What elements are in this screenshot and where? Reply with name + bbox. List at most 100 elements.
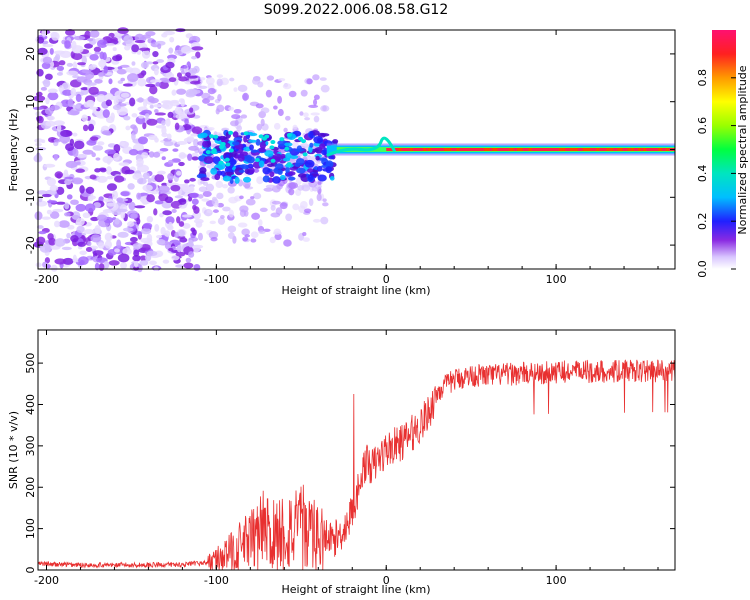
colorbar-tick-label: 0.6 [696,117,709,135]
noise-blob [141,49,151,59]
signal-blob [325,166,332,174]
noise-blob [156,239,166,245]
noise-blob [153,67,159,76]
noise-blob [43,163,56,168]
noise-blob [86,139,97,146]
noise-blob [134,40,146,44]
noise-blob [128,201,136,211]
signal-blob [247,163,254,169]
noise-blob [97,141,105,146]
signal-peak [228,148,234,153]
scatter-blob [212,209,219,213]
signal-blob [282,157,291,162]
signal-blob [203,156,214,164]
scatter-blob [263,187,274,192]
noise-blob [174,106,182,115]
noise-blob [120,191,130,197]
noise-blob [156,59,165,63]
carrier-peak [486,148,490,151]
y-tick-label: 400 [24,394,37,415]
noise-blob [116,68,127,75]
noise-blob [132,125,138,135]
scatter-blob [201,198,210,202]
noise-blob [94,78,103,84]
noise-blob [178,154,190,158]
noise-blob [49,211,60,219]
noise-blob [176,88,187,95]
scatter-blob [301,184,311,192]
noise-blob [161,100,173,104]
signal-peak [286,132,292,137]
noise-blob [110,112,115,121]
signal-peak [225,162,231,167]
noise-blob [70,199,79,205]
noise-blob [94,51,101,55]
noise-blob [87,241,92,247]
scatter-blob [265,89,273,98]
signal-blob [317,165,323,172]
signal-blob [230,159,237,165]
noise-blob [66,232,71,239]
noise-blob [189,185,195,193]
scatter-blob [255,103,264,109]
noise-blob [89,106,99,110]
noise-blob [53,50,66,55]
scatter-blob [206,95,215,101]
scatter-blob [256,123,262,131]
noise-blob [149,97,159,104]
signal-peak [261,136,267,141]
noise-blob [104,208,112,213]
scatter-blob [245,198,256,206]
noise-blob [149,85,158,95]
noise-blob [124,169,135,175]
scatter-blob [277,108,284,117]
noise-blob [161,33,168,38]
noise-blob [162,259,170,264]
signal-peak [298,136,304,141]
signal-blob [272,176,281,184]
noise-blob [171,208,177,214]
noise-blob [47,88,58,94]
noise-blob [72,61,78,70]
noise-blob [84,43,93,49]
x-tick-label: 0 [383,273,390,286]
noise-blob [47,91,59,101]
scatter-blob [319,77,327,81]
scatter-blob [228,209,235,218]
noise-blob [143,99,148,108]
noise-blob [141,152,149,159]
noise-blob [122,83,133,87]
noise-blob [182,223,191,229]
noise-blob [105,43,115,47]
colorbar: 0.0 0.2 0.4 0.6 0.8 Normalized spectral ampl… [696,30,749,278]
scatter-blob [251,212,261,220]
noise-blob [101,130,111,136]
noise-blob [165,216,175,225]
noise-blob [140,243,151,251]
noise-blob [87,197,94,202]
noise-blob [191,126,203,135]
scatter-blob [292,124,298,130]
x-tick-label: -200 [34,273,59,286]
noise-blob [136,97,145,103]
noise-blob [53,154,58,161]
noise-blob [131,44,140,53]
noise-blob [191,55,197,60]
scatter-blob [250,238,257,243]
signal-blob [285,166,290,173]
noise-blob [36,225,44,229]
scatter-blob [302,237,310,242]
noise-blob [158,81,169,90]
noise-blob [167,159,174,165]
scatter-blob [250,231,259,239]
noise-blob [105,99,113,107]
carrier-peak [585,148,589,151]
scatter-blob [308,104,319,108]
signal-peak [284,146,290,151]
noise-blob [41,216,51,220]
noise-blob [114,218,120,225]
x-tick-label: -100 [204,273,229,286]
noise-blob [192,204,197,211]
scatter-blob [285,115,291,121]
